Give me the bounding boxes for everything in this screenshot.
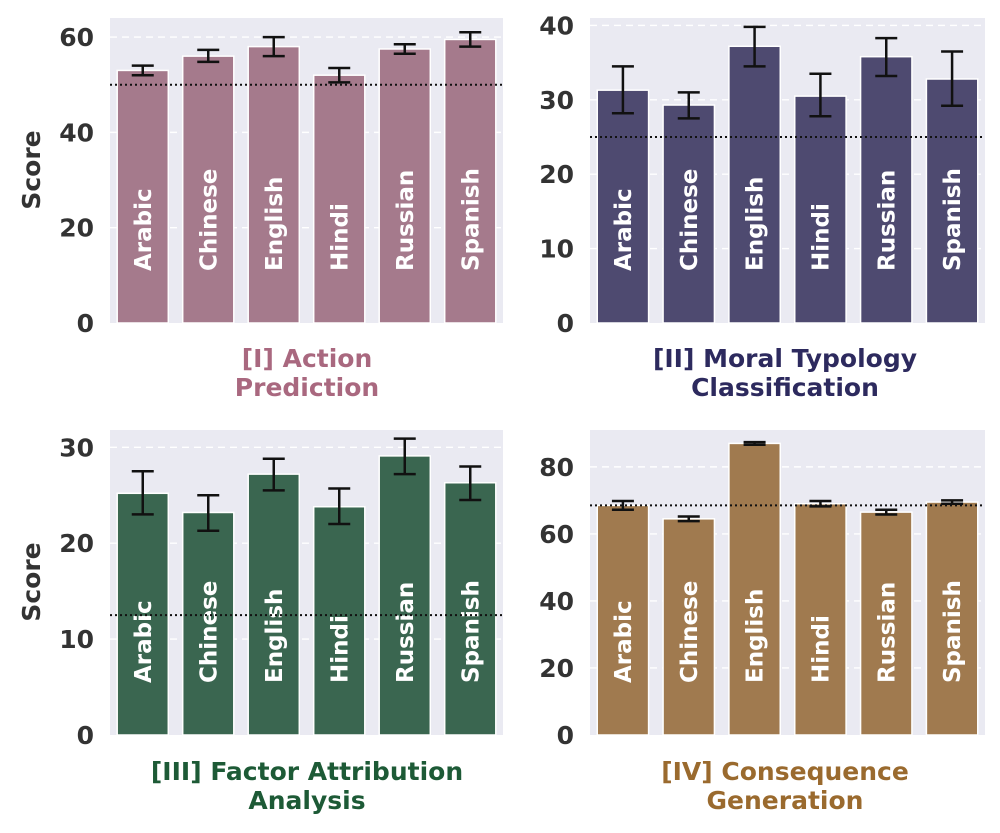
bar bbox=[662, 104, 716, 324]
bar-label: English bbox=[743, 177, 769, 271]
bar bbox=[793, 502, 847, 736]
bar bbox=[793, 95, 847, 324]
bar bbox=[378, 455, 432, 736]
y-tick-label: 40 bbox=[539, 11, 574, 40]
y-tick-label: 30 bbox=[59, 433, 94, 462]
bar-label: Spanish bbox=[940, 168, 966, 271]
bar-label: Russian bbox=[874, 582, 900, 683]
y-axis-label: Score bbox=[17, 130, 46, 209]
y-tick-label: 20 bbox=[539, 160, 574, 189]
panel-title-line-1: [II] Moral Typology bbox=[653, 344, 917, 373]
y-tick-label: 10 bbox=[59, 625, 94, 654]
bar-label: Hindi bbox=[808, 203, 834, 271]
panel-consequence-generation: [IV] Consequence Generation 0 20 40 60 80 Ara… bbox=[539, 430, 985, 815]
bar bbox=[443, 38, 497, 324]
bar-label: Spanish bbox=[458, 580, 484, 683]
chart-marks: 0 20 40 60 Arabic Chinese English Hindi Russian S… bbox=[59, 23, 503, 338]
bar bbox=[596, 504, 650, 736]
panel-title-line-2: Prediction bbox=[235, 373, 379, 402]
bar-label: Russian bbox=[393, 582, 419, 683]
y-tick-label: 40 bbox=[539, 587, 574, 616]
y-tick-label: 20 bbox=[59, 214, 94, 243]
bar bbox=[312, 74, 366, 324]
chart-marks: 0 10 20 30 Arabic Chinese English Hindi Russian S… bbox=[59, 433, 503, 750]
bar-label: Hindi bbox=[327, 203, 353, 271]
y-tick-label: 0 bbox=[557, 721, 574, 750]
panel-title-line-2: Generation bbox=[707, 786, 864, 815]
panel-title-line-1: [I] Action bbox=[242, 344, 373, 373]
y-tick-label: 40 bbox=[59, 118, 94, 147]
y-tick-label: 0 bbox=[557, 309, 574, 338]
plot-area bbox=[590, 18, 985, 323]
chart-marks: 0 20 40 60 80 Arabic Chinese English Hindi Russia… bbox=[539, 440, 985, 750]
bar-label: Chinese bbox=[196, 581, 222, 683]
bar-label: Chinese bbox=[677, 581, 703, 683]
bar bbox=[116, 69, 170, 324]
plot-area bbox=[110, 430, 503, 735]
bar-label: Spanish bbox=[458, 168, 484, 271]
bar-label: Arabic bbox=[611, 600, 637, 683]
bar-label: English bbox=[262, 177, 288, 271]
panel-title-line-1: [IV] Consequence bbox=[661, 757, 909, 786]
panel-factor-attribution-analysis: Score [III] Factor Attribution Analysis … bbox=[17, 430, 503, 815]
bar-label: Arabic bbox=[131, 188, 157, 271]
y-tick-label: 60 bbox=[539, 520, 574, 549]
bar bbox=[247, 45, 301, 324]
plot-area bbox=[110, 18, 503, 323]
bar-label: Arabic bbox=[131, 600, 157, 683]
bar-label: Hindi bbox=[327, 615, 353, 683]
panel-action-prediction: Score [I] Action Prediction 0 20 40 60 Arabi… bbox=[17, 18, 503, 402]
bar-label: Chinese bbox=[196, 169, 222, 271]
y-tick-label: 10 bbox=[539, 235, 574, 264]
bar bbox=[925, 501, 979, 736]
y-tick-label: 30 bbox=[539, 86, 574, 115]
y-axis-label: Score bbox=[17, 542, 46, 621]
bar bbox=[859, 511, 913, 736]
y-tick-label: 20 bbox=[59, 529, 94, 558]
bar bbox=[181, 55, 235, 324]
bar-label: Hindi bbox=[808, 615, 834, 683]
bar-label: Russian bbox=[874, 170, 900, 271]
bar bbox=[443, 482, 497, 736]
bar bbox=[378, 48, 432, 324]
bar bbox=[596, 89, 650, 324]
y-tick-label: 0 bbox=[77, 721, 94, 750]
bar-label: Chinese bbox=[677, 169, 703, 271]
panel-title-line-2: Analysis bbox=[248, 786, 365, 815]
panel-moral-typology-classification: [II] Moral Typology Classification 0 10 20… bbox=[539, 11, 985, 402]
bar-label: English bbox=[262, 589, 288, 683]
y-tick-label: 0 bbox=[77, 309, 94, 338]
bar bbox=[728, 45, 782, 324]
bar bbox=[859, 55, 913, 324]
bar-label: Russian bbox=[393, 170, 419, 271]
y-tick-label: 80 bbox=[539, 453, 574, 482]
plot-area bbox=[590, 430, 985, 735]
y-tick-label: 60 bbox=[59, 23, 94, 52]
bar-label: Arabic bbox=[611, 188, 637, 271]
chart-marks: 0 10 20 30 40 Arabic Chinese English Hindi Russia… bbox=[539, 11, 985, 338]
y-tick-label: 20 bbox=[539, 654, 574, 683]
bar-label: English bbox=[743, 589, 769, 683]
panel-title-line-2: Classification bbox=[691, 373, 879, 402]
bar-label: Spanish bbox=[940, 580, 966, 683]
panel-title-line-1: [III] Factor Attribution bbox=[151, 757, 463, 786]
